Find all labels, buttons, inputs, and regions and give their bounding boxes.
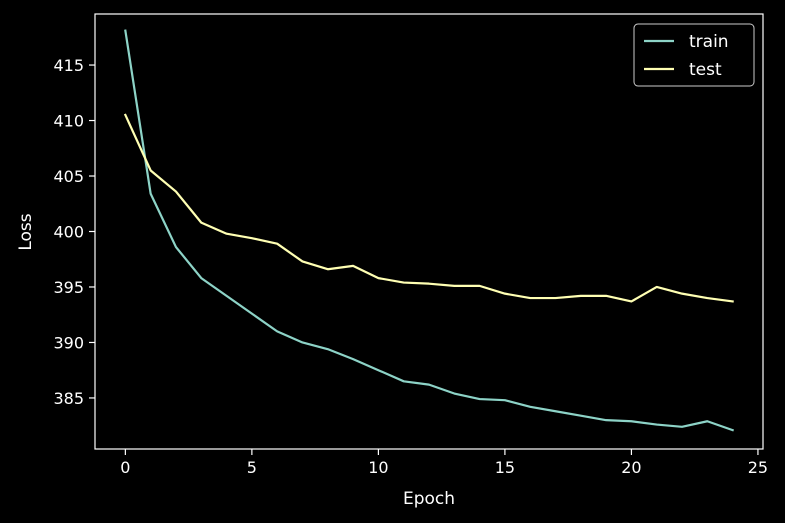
legend: train test — [633, 23, 755, 87]
series-line-train — [124, 29, 735, 432]
y-tick-label: 415 — [53, 56, 84, 75]
y-tick-label: 390 — [53, 333, 84, 352]
x-tick-label: 25 — [748, 458, 768, 477]
x-tick-label: 10 — [368, 458, 388, 477]
y-tick-label: 405 — [53, 167, 84, 186]
x-tick-label: 5 — [247, 458, 257, 477]
y-tick-label: 385 — [53, 389, 84, 408]
x-tick-label: 15 — [495, 458, 515, 477]
y-tick-label: 410 — [53, 112, 84, 131]
plot-lines — [123, 29, 735, 432]
legend-box — [633, 23, 755, 87]
x-tick-label: 0 — [120, 458, 130, 477]
series-line-test — [123, 113, 734, 303]
legend-label-test: test — [689, 60, 722, 80]
y-axis: 385 390 395 400 405 410 415 — [53, 56, 95, 408]
y-tick-label: 400 — [53, 223, 84, 242]
x-axis-label: Epoch — [403, 489, 455, 509]
y-tick-label: 395 — [53, 278, 84, 297]
legend-label-train: train — [689, 32, 729, 52]
y-axis-label: Loss — [16, 213, 36, 250]
x-axis: 0 5 10 15 20 25 — [120, 449, 768, 477]
x-tick-label: 20 — [621, 458, 641, 477]
